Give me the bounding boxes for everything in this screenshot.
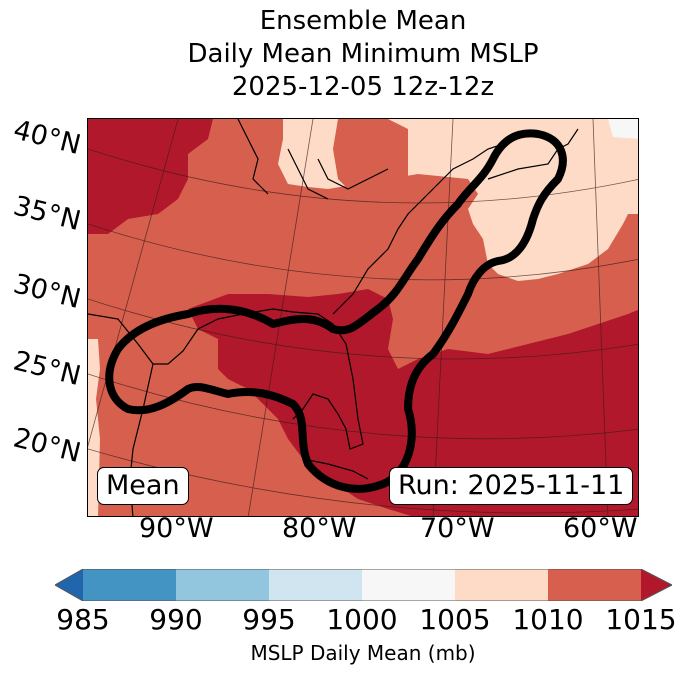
- title-line-3: 2025-12-05 12z-12z: [231, 72, 495, 102]
- colorbar-tick-990: 990: [149, 603, 203, 636]
- colorbar-arrow-low: [55, 569, 83, 601]
- colorbar-arrow-high: [641, 569, 672, 601]
- colorbar-bin-985-990: [83, 569, 176, 601]
- colorbar-tick-985: 985: [56, 603, 110, 636]
- title-line-2: Daily Mean Minimum MSLP: [187, 39, 539, 69]
- fill-ne-patch: [333, 119, 408, 199]
- fill-se-pocket: [393, 249, 488, 364]
- map-svg: [88, 119, 638, 516]
- lon-label-70w: 70°W: [420, 513, 495, 544]
- colorbar-tick-1005: 1005: [419, 603, 491, 636]
- colorbar-tick-995: 995: [242, 603, 296, 636]
- fill-1000-1005: [608, 119, 638, 139]
- fill-gulf-high: [188, 289, 638, 516]
- lon-label-60w: 60°W: [563, 513, 638, 544]
- coastlines: [88, 119, 579, 516]
- lat-label-35n: 35°N: [10, 190, 84, 238]
- colorbar-bin-1005-1010: [455, 569, 548, 601]
- contour-outline: [105, 129, 567, 493]
- lat-label-40n: 40°N: [10, 114, 84, 162]
- map-panel: [87, 118, 639, 517]
- label-box-run: Run: 2025-11-11: [389, 467, 634, 505]
- colorbar-bin-1000-1005: [362, 569, 455, 601]
- label-box-mean: Mean: [97, 467, 189, 505]
- colorbar-bin-1010-1015: [548, 569, 641, 601]
- lat-label-20n: 20°N: [10, 422, 84, 470]
- fill-nw-high: [88, 119, 213, 234]
- lon-label-80w: 80°W: [282, 513, 357, 544]
- lon-label-90w: 90°W: [139, 513, 214, 544]
- lat-label-25n: 25°N: [10, 345, 84, 393]
- lat-label-30n: 30°N: [10, 268, 84, 316]
- colorbar-tick-1000: 1000: [326, 603, 398, 636]
- colorbar-bin-990-995: [176, 569, 269, 601]
- colorbar-tick-1010: 1010: [512, 603, 584, 636]
- colorbar-tick-1015: 1015: [605, 603, 677, 636]
- colorbar-bin-995-1000: [269, 569, 362, 601]
- colorbar: [55, 569, 672, 601]
- colorbar-label: MSLP Daily Mean (mb): [250, 641, 476, 665]
- title-line-1: Ensemble Mean: [259, 6, 467, 36]
